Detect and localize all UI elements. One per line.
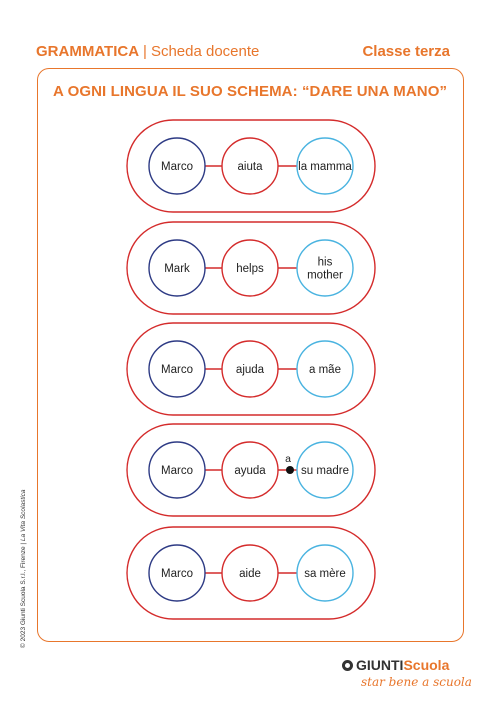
magazine-title: La Vita Scolastica xyxy=(20,489,27,542)
subject-label: Marco xyxy=(161,161,193,173)
object-label: his mother xyxy=(307,257,343,282)
subject-label-line: Marco xyxy=(161,364,193,376)
scheme-outline xyxy=(126,119,376,213)
class-level-label: Classe terza xyxy=(362,43,450,60)
verb-label-line: ajuda xyxy=(236,364,265,376)
subject-label: Mark xyxy=(164,263,190,275)
verb-label-line: helps xyxy=(236,263,264,275)
brand-part1: GIUNTI xyxy=(356,657,404,673)
subject-label: Marco xyxy=(161,465,193,477)
object-circle xyxy=(296,239,354,297)
verb-circle xyxy=(221,137,279,195)
subject-circle xyxy=(148,340,206,398)
scheme-outline xyxy=(126,526,376,620)
object-circle xyxy=(296,340,354,398)
subject-label-line: Marco xyxy=(161,161,193,173)
scheme-outline xyxy=(126,221,376,315)
object-label: su madre xyxy=(301,465,349,477)
copyright-text: © 2023 Giunti Scuola S.r.l., Firenze | xyxy=(20,541,27,648)
header-separator: | xyxy=(143,43,147,60)
g-logo-icon xyxy=(342,660,353,671)
scheme-outline xyxy=(126,322,376,416)
doc-type-label: Scheda docente xyxy=(150,43,260,60)
verb-label-line: aide xyxy=(239,568,261,580)
verb-label: aide xyxy=(239,568,261,580)
subject-circle xyxy=(148,137,206,195)
object-label-line: sa mère xyxy=(304,568,346,580)
object-label: la mamma xyxy=(298,161,352,173)
subject-label-line: Mark xyxy=(164,263,190,275)
object-circle xyxy=(296,441,354,499)
header-title: GRAMMATICA | Scheda docente xyxy=(36,43,259,60)
subject-label-line: Marco xyxy=(161,568,193,580)
preposition-label: a xyxy=(285,453,291,465)
object-circle xyxy=(296,544,354,602)
verb-circle xyxy=(221,340,279,398)
object-label: a mãe xyxy=(309,364,341,376)
brand-part2: Scuola xyxy=(403,657,450,673)
object-label-line: su madre xyxy=(301,465,349,477)
verb-label: ayuda xyxy=(234,465,266,477)
verb-label: ajuda xyxy=(236,364,265,376)
object-label: sa mère xyxy=(304,568,346,580)
verb-circle xyxy=(221,544,279,602)
subject-circle xyxy=(148,239,206,297)
object-label-line: a mãe xyxy=(309,364,341,376)
subject-label: Marco xyxy=(161,364,193,376)
subject-label: GRAMMATICA xyxy=(36,43,140,60)
logo-tagline: star bene a scuola xyxy=(361,675,472,689)
preposition-dot xyxy=(286,466,294,474)
object-label-line: mother xyxy=(307,270,343,282)
scheme-outline xyxy=(126,423,376,517)
verb-label: aiuta xyxy=(238,161,264,173)
verb-circle xyxy=(221,239,279,297)
subject-label: Marco xyxy=(161,568,193,580)
giunti-scuola-logo: GIUNTIScuola xyxy=(342,657,449,673)
side-copyright: © 2023 Giunti Scuola S.r.l., Firenze | L… xyxy=(20,490,27,648)
verb-label-line: ayuda xyxy=(234,465,266,477)
subject-label-line: Marco xyxy=(161,465,193,477)
verb-label: helps xyxy=(236,263,264,275)
subject-circle xyxy=(148,441,206,499)
verb-circle xyxy=(221,441,279,499)
content-frame xyxy=(37,68,464,642)
verb-label-line: aiuta xyxy=(238,161,264,173)
page-title: A OGNI LINGUA IL SUO SCHEMA: “DARE UNA M… xyxy=(52,83,448,100)
subject-circle xyxy=(148,544,206,602)
object-circle xyxy=(296,137,354,195)
object-label-line: his xyxy=(318,257,333,269)
object-label-line: la mamma xyxy=(298,161,352,173)
